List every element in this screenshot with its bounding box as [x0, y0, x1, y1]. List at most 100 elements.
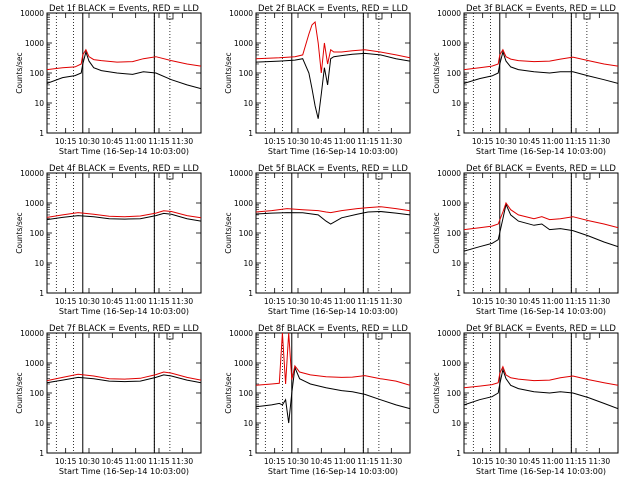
y-tick-label: 10: [451, 259, 461, 268]
x-axis-label: Start Time (16-Sep-14 10:03:00): [268, 147, 398, 156]
y-tick-label: 10: [34, 259, 44, 268]
x-tick-label: 11:30: [381, 137, 403, 146]
x-tick-label: 10:45: [102, 137, 124, 146]
series-lld-line: [256, 333, 410, 386]
x-tick-label: 11:00: [125, 297, 147, 306]
panel-title: Det 9f BLACK = Events, RED = LLD: [466, 324, 616, 334]
series-lld-line: [464, 201, 618, 231]
y-tick-label: 1000: [25, 39, 44, 48]
panel-9: Det 9f BLACK = Events, RED = LLD 1 10 100 10…: [432, 324, 619, 476]
y-tick-label: 10000: [229, 329, 253, 338]
y-tick-label: 1: [39, 129, 44, 138]
y-tick-label: 100: [239, 389, 254, 398]
y-tick-label: 10: [34, 419, 44, 428]
x-tick-label: 11:30: [172, 297, 194, 306]
y-tick-label: 1: [248, 289, 253, 298]
plot-frame: [255, 332, 411, 454]
x-tick-label: 11:30: [172, 137, 194, 146]
x-tick-label: 10:15: [472, 457, 494, 466]
x-tick-label: 11:30: [589, 137, 611, 146]
x-tick-label: 11:15: [357, 297, 379, 306]
series-events-line: [47, 212, 201, 222]
x-tick-label: 10:45: [519, 297, 541, 306]
x-tick-label: 11:15: [565, 137, 587, 146]
y-tick-label: 1: [456, 289, 461, 298]
y-tick-label: 10000: [20, 9, 44, 18]
x-tick-label: 10:45: [519, 137, 541, 146]
series-lld-line: [464, 365, 618, 389]
x-tick-label: 11:15: [148, 297, 170, 306]
x-tick-label: 11:30: [589, 457, 611, 466]
y-tick-label: 10000: [20, 329, 44, 338]
x-tick-label: 11:00: [334, 137, 356, 146]
series-events-line: [464, 50, 618, 84]
y-tick-label: 1000: [234, 199, 253, 208]
x-tick-label: 11:00: [125, 137, 147, 146]
y-tick-label: 1: [248, 129, 253, 138]
y-axis-label: Counts/sec: [224, 212, 233, 253]
x-tick-label: 11:15: [357, 137, 379, 146]
x-tick-label: 10:30: [287, 137, 309, 146]
panel-7: Det 7f BLACK = Events, RED = LLD 1 10 100 10…: [15, 324, 202, 476]
series-lld-line: [47, 210, 201, 219]
x-tick-label: 10:30: [495, 137, 517, 146]
y-axis-label: Counts/sec: [224, 52, 233, 93]
y-tick-label: 100: [447, 69, 462, 78]
y-tick-label: 10: [34, 99, 44, 108]
series-lld-line: [256, 20, 410, 74]
panel-4: Det 4f BLACK = Events, RED = LLD 1 10 100 10…: [15, 164, 202, 316]
y-axis-label: Counts/sec: [15, 212, 24, 253]
y-tick-label: 1000: [234, 39, 253, 48]
panel-title: Det 1f BLACK = Events, RED = LLD: [49, 4, 199, 14]
plot-frame: [46, 332, 202, 454]
series-lld-line: [47, 371, 201, 382]
y-tick-label: 1: [456, 449, 461, 458]
plot-frame: [463, 12, 619, 134]
x-tick-label: 11:15: [357, 457, 379, 466]
x-axis-label: Start Time (16-Sep-14 10:03:00): [268, 467, 398, 476]
series-lld-line: [256, 206, 410, 214]
y-tick-label: 10: [243, 419, 253, 428]
y-tick-label: 1000: [442, 39, 461, 48]
y-tick-label: 10000: [437, 329, 461, 338]
x-tick-label: 11:15: [565, 457, 587, 466]
x-tick-label: 10:15: [55, 297, 77, 306]
panel-title: Det 5f BLACK = Events, RED = LLD: [258, 164, 408, 174]
plot-frame: [46, 172, 202, 294]
x-tick-label: 10:45: [102, 297, 124, 306]
y-tick-label: 1000: [442, 359, 461, 368]
x-tick-label: 10:45: [102, 457, 124, 466]
x-tick-label: 10:15: [55, 137, 77, 146]
panel-title: Det 8f BLACK = Events, RED = LLD: [258, 324, 408, 334]
x-tick-label: 10:30: [78, 297, 100, 306]
x-tick-label: 10:45: [519, 457, 541, 466]
x-axis-label: Start Time (16-Sep-14 10:03:00): [59, 307, 189, 316]
series-lld-line: [464, 48, 618, 71]
panel-2: Det 2f BLACK = Events, RED = LLD 1 10 100 10…: [224, 4, 411, 156]
y-tick-label: 1000: [442, 199, 461, 208]
series-events-line: [47, 50, 201, 90]
series-events-line: [464, 367, 618, 410]
panel-8: Det 8f BLACK = Events, RED = LLD 1 10 100 10…: [224, 324, 411, 476]
x-tick-label: 10:15: [472, 297, 494, 306]
panel-title: Det 7f BLACK = Events, RED = LLD: [49, 324, 199, 334]
x-tick-label: 10:15: [55, 457, 77, 466]
y-tick-label: 10000: [20, 169, 44, 178]
plot-frame: [463, 332, 619, 454]
y-tick-label: 10000: [229, 169, 253, 178]
panel-5: Det 5f BLACK = Events, RED = LLD 1 10 100 10…: [224, 164, 411, 316]
y-tick-label: 1: [456, 129, 461, 138]
x-tick-label: 10:30: [287, 457, 309, 466]
x-tick-label: 10:30: [495, 297, 517, 306]
series-events-line: [256, 210, 410, 225]
y-tick-label: 10000: [229, 9, 253, 18]
panel-6: Det 6f BLACK = Events, RED = LLD 1 10 100 10…: [432, 164, 619, 316]
x-axis-label: Start Time (16-Sep-14 10:03:00): [268, 307, 398, 316]
x-tick-label: 10:30: [495, 457, 517, 466]
x-axis-label: Start Time (16-Sep-14 10:03:00): [476, 147, 606, 156]
y-tick-label: 10: [243, 259, 253, 268]
y-axis-label: Counts/sec: [432, 212, 441, 253]
y-axis-label: Counts/sec: [224, 372, 233, 413]
panel-3: Det 3f BLACK = Events, RED = LLD 1 10 100 10…: [432, 4, 619, 156]
